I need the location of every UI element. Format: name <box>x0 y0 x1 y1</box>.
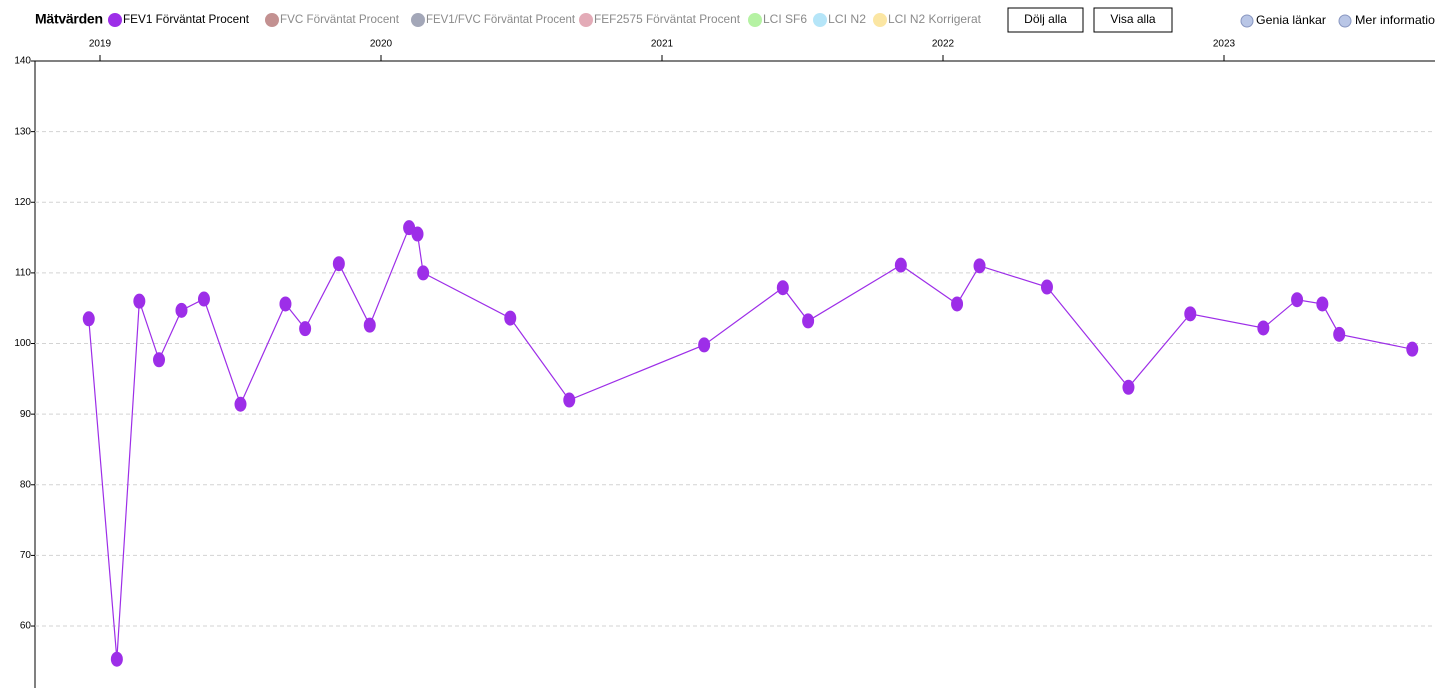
legend-label[interactable]: FEV1 Förväntat Procent <box>123 12 250 26</box>
legend-marker[interactable] <box>748 13 762 27</box>
data-point[interactable] <box>279 296 292 312</box>
y-tick-label: 80 <box>20 479 32 490</box>
data-point[interactable] <box>197 291 210 307</box>
data-point[interactable] <box>698 337 711 353</box>
y-tick-label: 90 <box>20 409 32 420</box>
data-point[interactable] <box>1040 279 1053 295</box>
data-point[interactable] <box>234 396 247 412</box>
data-point[interactable] <box>802 313 815 329</box>
data-point[interactable] <box>1333 326 1346 342</box>
data-point[interactable] <box>299 321 312 337</box>
y-tick-label: 140 <box>14 56 31 67</box>
legend-label[interactable]: FEV1/FVC Förväntat Procent <box>426 12 576 26</box>
y-tick-label: 60 <box>20 621 32 632</box>
legend-marker[interactable] <box>813 13 827 27</box>
legend-label[interactable]: FVC Förväntat Procent <box>280 12 400 26</box>
legend-label[interactable]: LCI N2 <box>828 12 866 26</box>
data-point[interactable] <box>363 317 376 333</box>
x-tick-label: 2021 <box>651 39 674 50</box>
data-point[interactable] <box>563 392 576 408</box>
x-tick-label: 2020 <box>370 39 393 50</box>
data-point[interactable] <box>332 256 345 272</box>
button[interactable] <box>1093 7 1173 33</box>
legend-marker[interactable] <box>579 13 593 27</box>
data-point[interactable] <box>411 226 424 242</box>
data-point[interactable] <box>110 651 123 667</box>
y-tick-label: 130 <box>14 126 31 137</box>
y-tick-label: 120 <box>14 197 31 208</box>
link-icon[interactable] <box>1338 14 1352 28</box>
x-tick-label: 2022 <box>932 39 955 50</box>
data-point[interactable] <box>1184 306 1197 322</box>
y-tick-label: 110 <box>15 268 31 279</box>
y-tick-label: 100 <box>14 338 31 349</box>
button-label[interactable]: Visa alla <box>1110 12 1155 26</box>
data-point[interactable] <box>1316 296 1329 312</box>
data-point[interactable] <box>82 311 95 327</box>
y-tick-label: 70 <box>20 550 32 561</box>
data-point[interactable] <box>1291 292 1304 308</box>
legend-label[interactable]: LCI N2 Korrigerat <box>888 12 982 26</box>
legend-marker[interactable] <box>265 13 279 27</box>
button-label[interactable]: Dölj alla <box>1024 12 1067 26</box>
section-title: Mätvärden <box>35 11 103 27</box>
legend-label[interactable]: FEF2575 Förväntat Procent <box>594 12 741 26</box>
data-point[interactable] <box>973 258 986 274</box>
link-icon[interactable] <box>1240 14 1254 28</box>
link-label[interactable]: Mer informatio <box>1355 13 1435 27</box>
data-point[interactable] <box>1257 320 1270 336</box>
data-point[interactable] <box>133 293 146 309</box>
data-point[interactable] <box>894 257 907 273</box>
data-point[interactable] <box>175 302 188 318</box>
data-point[interactable] <box>951 296 964 312</box>
data-point[interactable] <box>1406 341 1419 357</box>
legend-label[interactable]: LCI SF6 <box>763 12 807 26</box>
x-tick-label: 2023 <box>1213 39 1236 50</box>
legend-marker[interactable] <box>873 13 887 27</box>
data-point[interactable] <box>776 280 789 296</box>
link-label[interactable]: Genia länkar <box>1256 13 1326 27</box>
legend-marker[interactable] <box>108 13 122 27</box>
x-tick-label: 2019 <box>89 39 112 50</box>
data-point[interactable] <box>1122 379 1135 395</box>
button[interactable] <box>1007 7 1084 33</box>
legend-marker[interactable] <box>411 13 425 27</box>
data-point[interactable] <box>417 265 430 281</box>
data-point[interactable] <box>504 310 517 326</box>
series-line <box>88 226 1413 660</box>
data-point[interactable] <box>153 352 166 368</box>
